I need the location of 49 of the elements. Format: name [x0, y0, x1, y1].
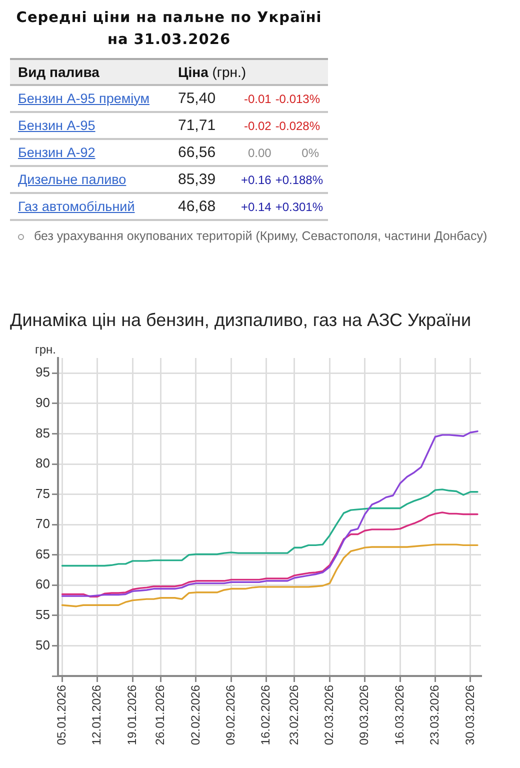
x-tick-label: 05.01.2026 — [54, 684, 69, 746]
data-label: 71,71 — [170, 112, 223, 139]
x-tick-label: 26.01.2026 — [153, 684, 168, 746]
data-label: -0.02 — [222, 112, 276, 139]
y-tick-label: 70 — [36, 516, 50, 532]
x-tick-label: 09.03.2026 — [357, 684, 372, 746]
data-label: +0.16 — [222, 166, 276, 193]
x-tick-label: 12.01.2026 — [90, 684, 104, 746]
category-label: Бензин А-95 преміум — [18, 90, 150, 106]
data-label: 46,68 — [170, 193, 223, 220]
x-tick-label: 02.03.2026 — [322, 684, 336, 746]
y-tick-label: 95 — [36, 364, 50, 380]
x-tick-label: 02.02.2026 — [188, 684, 202, 746]
category-label: Газ автомобільний — [18, 198, 135, 214]
data-label: 85,39 — [170, 166, 223, 193]
y-tick-label: 55 — [36, 607, 50, 622]
y-axis-title: грн. — [35, 342, 56, 356]
x-tick-label: 23.03.2026 — [428, 684, 442, 746]
y-tick-label: 50 — [36, 637, 50, 652]
category-label: Бензин А-92 — [18, 144, 96, 160]
text: без урахування окупованих територій (Криму, Севастополя, частини Донбасу) — [34, 228, 488, 245]
text: Середні ціни на пальне по Україні на 31.03.2026 — [15, 9, 323, 50]
data-label: -0.01 — [222, 85, 276, 112]
data-label: 0% — [275, 139, 328, 166]
text: Вид палива — [10, 59, 170, 85]
x-tick-label: 19.01.2026 — [124, 684, 139, 746]
x-tick-label: 16.02.2026 — [258, 684, 273, 746]
y-tick-label: 65 — [36, 546, 50, 562]
category-label: Дизельне паливо — [18, 172, 126, 186]
data-label: -0.028% — [275, 112, 328, 139]
y-tick-label: 60 — [36, 576, 50, 592]
x-tick-label: 30.03.2026 — [462, 684, 477, 746]
y-tick-label: 85 — [36, 425, 50, 440]
data-label: +0.14 — [222, 193, 276, 220]
data-label: -0.013% — [275, 85, 328, 112]
chart-title: Динаміка цін на бензин, дизпаливо, газ на АЗС України — [10, 309, 472, 332]
y-tick-label: 90 — [36, 395, 50, 410]
data-label: 66,56 — [170, 139, 223, 166]
x-tick-label: 23.02.2026 — [286, 684, 301, 746]
data-label: 75,40 — [170, 85, 223, 112]
x-tick-label: 09.02.2026 — [223, 684, 238, 746]
y-tick-label: 80 — [36, 456, 50, 471]
category-label: Бензин А-95 — [18, 118, 96, 132]
x-tick-label: 16.03.2026 — [392, 684, 406, 746]
data-label: +0.301% — [275, 193, 328, 220]
y-tick-label: 75 — [36, 486, 50, 501]
text: Ціна (грн.) — [170, 59, 328, 85]
data-label: 0.00 — [222, 139, 276, 166]
data-label: +0.188% — [275, 166, 328, 193]
